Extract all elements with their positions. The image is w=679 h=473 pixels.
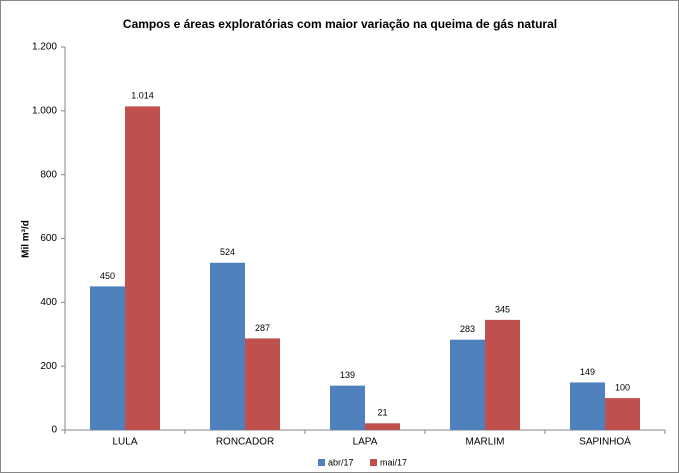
bar [365,423,400,430]
legend-swatch [370,459,377,466]
bar [245,338,280,430]
y-tick-label: 800 [40,169,57,180]
x-tick-label: LAPA [353,437,378,448]
legend-swatch [318,459,325,466]
data-label: 524 [220,247,235,257]
bar [125,106,160,431]
data-label: 149 [580,367,595,377]
bar [485,319,520,430]
x-tick-label: SAPINHOÁ [579,435,631,448]
bar [605,398,640,430]
data-label: 345 [495,304,510,314]
y-tick-label: 1.200 [32,42,57,53]
x-tick-label: LULA [112,437,137,448]
bar [210,262,245,430]
x-tick-label: MARLIM [466,437,505,448]
y-tick-label: 400 [40,297,57,308]
data-label: 1.014 [131,91,154,101]
legend-label: abr/17 [328,457,354,467]
data-label: 100 [615,382,630,392]
legend-label: mai/17 [380,457,407,467]
data-label: 283 [460,324,475,334]
y-tick-label: 1.000 [32,105,57,116]
data-label: 450 [100,271,115,281]
data-label: 287 [255,323,270,333]
y-tick-label: 0 [51,425,57,436]
bar [330,385,365,430]
y-tick-label: 600 [40,233,57,244]
x-tick-label: RONCADOR [216,437,274,448]
y-axis-label: Mil m³/d [21,220,32,258]
bar [570,382,605,430]
y-tick-label: 200 [40,361,57,372]
bar [450,339,485,430]
data-label: 21 [377,408,387,418]
chart-title: Campos e áreas exploratórias com maior v… [123,17,557,31]
data-label: 139 [340,370,355,380]
bar [90,286,125,430]
